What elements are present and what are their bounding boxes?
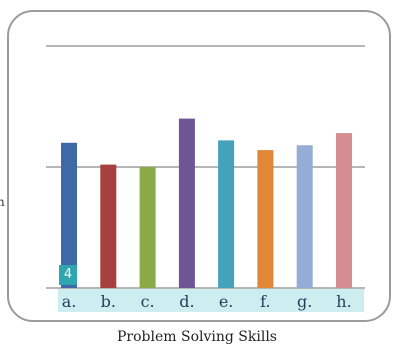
- bar-h[interactable]: [336, 133, 352, 288]
- category-label-a: a.: [62, 292, 77, 311]
- category-label-d: d.: [179, 292, 194, 311]
- x-axis-title: Problem Solving Skills: [117, 329, 277, 345]
- category-label-f: f.: [260, 292, 270, 311]
- category-label-e: e.: [219, 292, 234, 311]
- bar-d[interactable]: [178, 118, 195, 288]
- bar-a[interactable]: [61, 142, 77, 288]
- category-label-band: [58, 289, 364, 312]
- bar-e[interactable]: [218, 140, 235, 288]
- category-label-g: g.: [297, 292, 312, 311]
- bar-f[interactable]: [257, 150, 274, 288]
- bar-b[interactable]: [100, 164, 117, 288]
- category-label-h: h.: [336, 292, 351, 311]
- category-label-b: b.: [101, 292, 116, 311]
- bar-c[interactable]: [139, 167, 156, 288]
- bar-g[interactable]: [296, 145, 313, 288]
- category-label-c: c.: [141, 292, 155, 311]
- selection-badge[interactable]: 4: [59, 265, 77, 285]
- y-axis-label-fragment: n: [0, 195, 5, 209]
